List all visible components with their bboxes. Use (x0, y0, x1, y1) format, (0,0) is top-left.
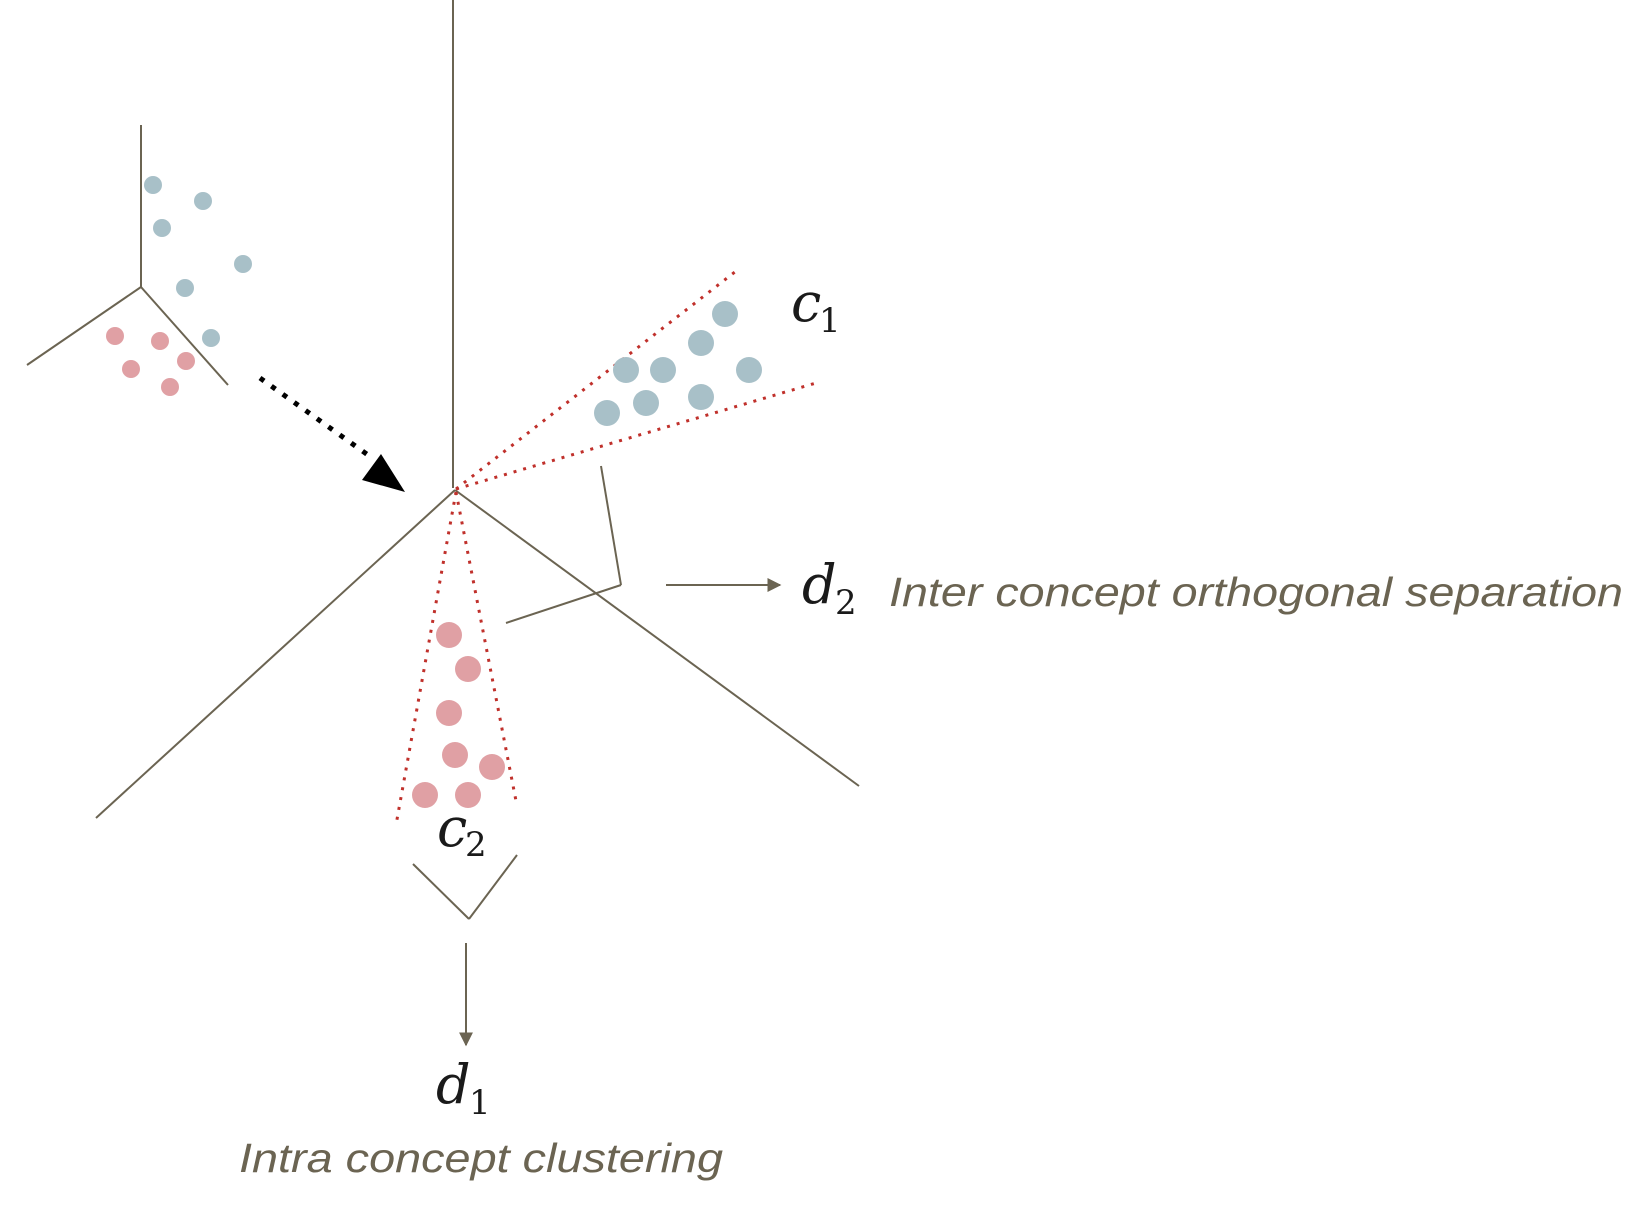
red-point (106, 327, 124, 345)
label-d2-base: d (802, 553, 837, 616)
cone-c1-boundary-lower (455, 381, 817, 491)
label-c2: c 2 (437, 796, 487, 865)
label-d1-base: d (436, 1053, 471, 1116)
label-c2-base: c (437, 796, 467, 859)
c1-cluster-points (594, 301, 762, 426)
cone-c1 (455, 266, 817, 491)
source-embedding-space (26, 125, 252, 396)
blue-point (202, 329, 220, 347)
blue-point (712, 301, 738, 327)
label-d1-sub: 1 (469, 1083, 491, 1123)
red-point (436, 700, 462, 726)
red-point (122, 360, 140, 378)
label-d2-sub: 2 (835, 583, 857, 623)
main-axis-left (95, 489, 456, 819)
blue-point (688, 384, 714, 410)
label-c1-base: c (791, 271, 821, 334)
cone-c2-boundary-left (394, 491, 458, 826)
clustering-bracket (412, 854, 518, 920)
red-point (412, 782, 438, 808)
blue-point (144, 176, 162, 194)
red-point (455, 782, 481, 808)
red-point (479, 754, 505, 780)
red-point (442, 742, 468, 768)
mapping-arrow-shaft (258, 375, 370, 458)
label-c1-sub: 1 (819, 301, 841, 341)
blue-point (234, 255, 252, 273)
red-point (161, 378, 179, 396)
blue-point (594, 400, 620, 426)
separation-bracket (505, 465, 622, 624)
source-blue-points (144, 176, 252, 347)
blue-point (176, 279, 194, 297)
source-axis-left (26, 286, 142, 366)
blue-point (194, 192, 212, 210)
label-c2-sub: 2 (465, 825, 487, 865)
blue-point (688, 330, 714, 356)
bracket-arm-right (468, 854, 518, 920)
red-point (455, 656, 481, 682)
c2-cluster-points (412, 622, 505, 808)
cone-c2 (394, 491, 519, 826)
source-red-points (106, 327, 195, 396)
main-embedding-space (95, 0, 860, 1047)
label-c1: c 1 (791, 271, 841, 341)
red-point (177, 352, 195, 370)
main-axes (95, 0, 860, 819)
intra-concept-caption: Intra concept clustering (239, 1135, 723, 1181)
label-d1: d 1 (436, 1053, 491, 1123)
blue-point (736, 357, 762, 383)
label-d2: d 2 (802, 553, 857, 623)
red-point (151, 332, 169, 350)
blue-point (650, 357, 676, 383)
cone-c1-boundary-upper (455, 266, 741, 491)
mapping-arrow-head (362, 454, 405, 492)
bracket-arm-left (412, 863, 470, 920)
mapping-arrow (258, 375, 405, 492)
blue-point (633, 390, 659, 416)
source-axis-right (140, 286, 229, 386)
bracket-arm-upper (600, 465, 622, 586)
main-axis-right (454, 489, 860, 787)
bracket-arm-lower (505, 584, 622, 624)
inter-concept-caption: Inter concept orthogonal separation (889, 569, 1623, 615)
blue-point (153, 219, 171, 237)
blue-point (613, 357, 639, 383)
source-axes (26, 125, 229, 386)
red-point (436, 622, 462, 648)
